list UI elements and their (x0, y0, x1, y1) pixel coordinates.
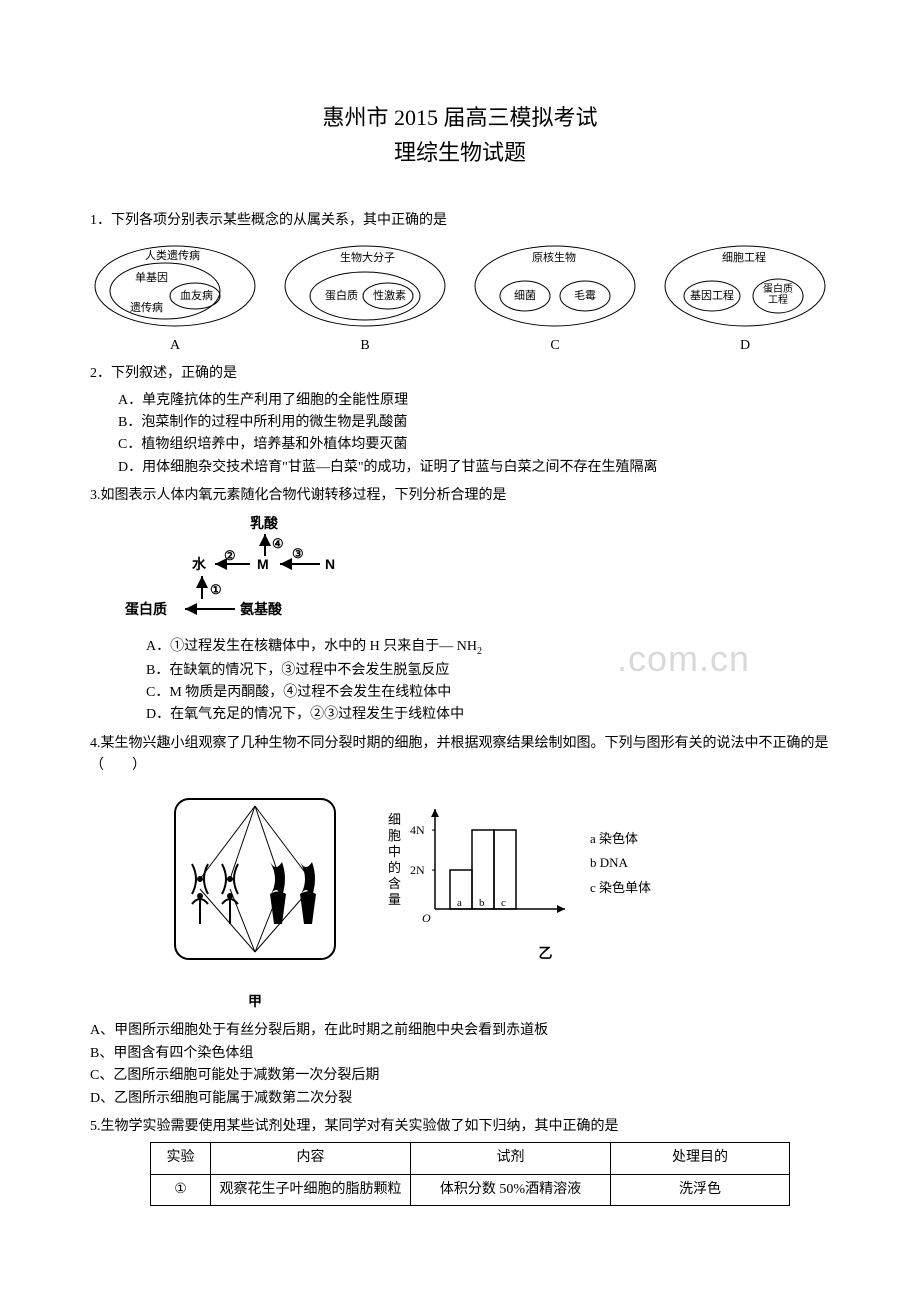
q5-h1: 内容 (211, 1143, 411, 1174)
q4-sub-yi: 乙 (440, 942, 651, 964)
q3-opt-d: D．在氧气充足的情况下，②③过程发生于线粒体中 (90, 704, 830, 726)
table-row: ① 观察花生子叶细胞的脂肪颗粒 体积分数 50%酒精溶液 洗浮色 (151, 1174, 790, 1205)
q2-opt-d: D．用体细胞杂交技术培育"甘蓝—白菜"的成功，证明了甘蓝与白菜之间不存在生殖隔离 (90, 457, 830, 479)
svg-text:4N: 4N (410, 823, 425, 837)
q5-c3: 洗浮色 (611, 1174, 790, 1205)
q5-stem: 5.生物学实验需要使用某些试剂处理，某同学对有关实验做了如下归纳，其中正确的是 (90, 1116, 830, 1138)
oval-b-outer: 生物大分子 (340, 250, 395, 264)
svg-text:O: O (422, 911, 431, 925)
q4-opt-a: A、甲图所示细胞处于有丝分裂后期，在此时期之前细胞中央会看到赤道板 (90, 1020, 830, 1042)
q5-table: 实验 内容 试剂 处理目的 ① 观察花生子叶细胞的脂肪颗粒 体积分数 50%酒精… (150, 1142, 790, 1206)
svg-text:M: M (257, 556, 269, 572)
q4-legend-a: a 染色体 (590, 827, 651, 852)
oval-b-mid: 蛋白质 (325, 288, 358, 302)
oval-a-mid2: 遗传病 (130, 300, 163, 314)
oval-c-svg: 原核生物 细菌 毛霉 (470, 241, 640, 331)
q1-oval-d: 细胞工程 基因工程 蛋白质 工程 D (660, 241, 830, 357)
question-3: 3.如图表示人体内氧元素随化合物代谢转移过程，下列分析合理的是 乳酸 ④ 水 ②… (90, 485, 830, 727)
table-header-row: 实验 内容 试剂 处理目的 (151, 1143, 790, 1174)
oval-c-right: 毛霉 (574, 289, 596, 302)
title-block: 惠州市 2015 届高三模拟考试 理综生物试题 (90, 100, 830, 170)
svg-text:②: ② (224, 548, 236, 563)
oval-c-outer: 原核生物 (532, 250, 576, 264)
q4-figure-yi: 细 胞 中 的 含 量 4N 2N O (380, 794, 651, 964)
svg-text:c: c (501, 897, 506, 909)
svg-text:工程: 工程 (768, 294, 788, 306)
q4-legend-c: c 染色单体 (590, 876, 651, 901)
svg-text:蛋白质: 蛋白质 (125, 601, 167, 617)
q2-opt-c: C．植物组织培养中，培养基和外植体均要灭菌 (90, 434, 830, 456)
oval-b-svg: 生物大分子 蛋白质 性激素 (280, 241, 450, 331)
oval-a-mid: 单基因 (135, 271, 168, 284)
q4-figure-jia: 甲 (170, 794, 340, 1013)
title-line-1: 惠州市 2015 届高三模拟考试 (90, 100, 830, 135)
q3-opt-a: A．①过程发生在核糖体中，水中的 H 只来自于— NH2 (90, 636, 830, 660)
svg-text:量: 量 (388, 892, 401, 907)
question-5: 5.生物学实验需要使用某些试剂处理，某同学对有关实验做了如下归纳，其中正确的是 … (90, 1116, 830, 1206)
q3-opt-b: B．在缺氧的情况下，③过程中不会发生脱氢反应 (90, 660, 830, 682)
svg-text:氨基酸: 氨基酸 (240, 601, 283, 617)
q1-oval-c: 原核生物 细菌 毛霉 C (470, 241, 640, 357)
oval-d-outer: 细胞工程 (722, 251, 766, 264)
title-line-2: 理综生物试题 (90, 135, 830, 170)
q4-legend: a 染色体 b DNA c 染色单体 (590, 827, 651, 901)
q5-c1: 观察花生子叶细胞的脂肪颗粒 (211, 1174, 411, 1205)
svg-text:乳酸: 乳酸 (250, 515, 279, 531)
q2-opt-a: A．单克隆抗体的生产利用了细胞的全能性原理 (90, 390, 830, 412)
q5-h2: 试剂 (411, 1143, 611, 1174)
oval-a-outer: 人类遗传病 (145, 248, 200, 262)
q3-diagram: 乳酸 ④ 水 ② M ③ N ① 蛋白质 氨基酸 (120, 514, 830, 632)
q5-h0: 实验 (151, 1143, 211, 1174)
oval-d-svg: 细胞工程 基因工程 蛋白质 工程 (660, 241, 830, 331)
svg-text:胞: 胞 (388, 828, 401, 843)
oval-d-left: 基因工程 (690, 289, 734, 302)
q1-oval-a: 人类遗传病 单基因 遗传病 血友病 A (90, 241, 260, 357)
q3-opt-c: C．M 物质是丙酮酸，④过程不会发生在线粒体中 (90, 682, 830, 704)
q5-c0: ① (151, 1174, 211, 1205)
svg-text:b: b (479, 897, 485, 909)
oval-a-label: A (90, 335, 260, 357)
svg-text:的: 的 (388, 860, 401, 875)
svg-text:a: a (457, 897, 462, 909)
question-4: 4.某生物兴趣小组观察了几种生物不同分裂时期的细胞，并根据观察结果绘制如图。下列… (90, 733, 830, 1110)
q5-c2: 体积分数 50%酒精溶液 (411, 1174, 611, 1205)
question-1: 1．下列各项分别表示某些概念的从属关系，其中正确的是 人类遗传病 单基因 遗传病… (90, 210, 830, 357)
svg-text:蛋白质: 蛋白质 (763, 282, 793, 295)
q5-h3: 处理目的 (611, 1143, 790, 1174)
q3-stem: 3.如图表示人体内氧元素随化合物代谢转移过程，下列分析合理的是 (90, 485, 830, 507)
q1-stem: 1．下列各项分别表示某些概念的从属关系，其中正确的是 (90, 210, 830, 232)
q4-sub-jia: 甲 (170, 990, 340, 1012)
svg-text:含: 含 (388, 876, 401, 891)
svg-text:中: 中 (388, 844, 401, 859)
q2-stem: 2．下列叙述，正确的是 (90, 363, 830, 385)
oval-d-label: D (660, 335, 830, 357)
svg-text:水: 水 (192, 556, 207, 572)
svg-text:①: ① (210, 582, 222, 597)
oval-b-inner: 性激素 (373, 288, 406, 302)
q4-opt-c: C、乙图所示细胞可能处于减数第一次分裂后期 (90, 1065, 830, 1087)
q1-ovals-row: 人类遗传病 单基因 遗传病 血友病 A 生物大分子 蛋白质 性激素 B (90, 241, 830, 357)
svg-text:N: N (325, 556, 335, 572)
q4-yi-chart: 细 胞 中 的 含 量 4N 2N O (380, 794, 580, 934)
q4-opt-b: B、甲图含有四个染色体组 (90, 1043, 830, 1065)
q4-stem: 4.某生物兴趣小组观察了几种生物不同分裂时期的细胞，并根据观察结果绘制如图。下列… (90, 733, 830, 778)
oval-b-label: B (280, 335, 450, 357)
oval-c-label: C (470, 335, 640, 357)
q4-figures: 甲 细 胞 中 的 含 量 4 (170, 794, 830, 1013)
svg-text:2N: 2N (410, 863, 425, 877)
q4-yaxis-c1: 细 (388, 812, 401, 827)
q1-oval-b: 生物大分子 蛋白质 性激素 B (280, 241, 450, 357)
q4-legend-b: b DNA (590, 851, 651, 876)
q4-opt-d: D、乙图所示细胞可能属于减数第二次分裂 (90, 1088, 830, 1110)
q2-opt-b: B．泡菜制作的过程中所利用的微生物是乳酸菌 (90, 412, 830, 434)
svg-text:③: ③ (292, 546, 304, 561)
svg-text:④: ④ (272, 536, 284, 551)
oval-a-svg: 人类遗传病 单基因 遗传病 血友病 (90, 241, 260, 331)
oval-a-inner: 血友病 (180, 288, 213, 302)
oval-c-left: 细菌 (514, 289, 536, 302)
question-2: 2．下列叙述，正确的是 A．单克隆抗体的生产利用了细胞的全能性原理 B．泡菜制作… (90, 363, 830, 479)
